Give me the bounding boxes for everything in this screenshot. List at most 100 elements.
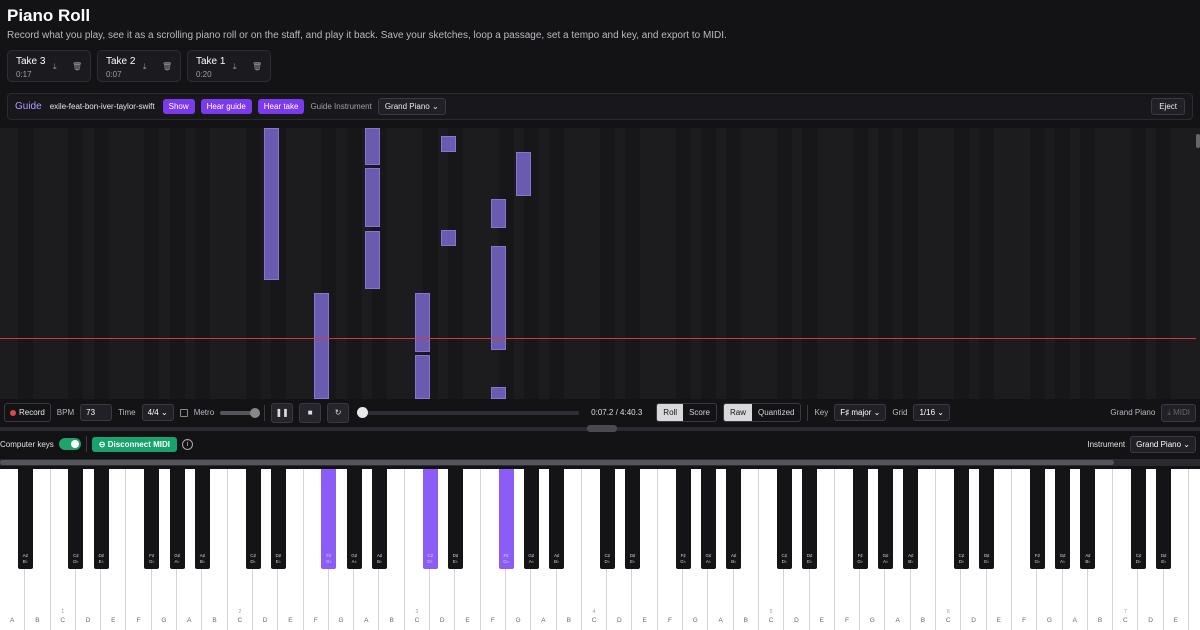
black-key[interactable]: A♯ B♭ [17, 469, 33, 569]
black-key[interactable]: F♯ G♭ [1029, 469, 1045, 569]
bpm-input[interactable]: 73 [80, 404, 113, 421]
trash-icon[interactable]: 🗑 [72, 62, 83, 71]
disconnect-midi-button[interactable]: ⊖ Disconnect MIDI [91, 436, 177, 452]
loop-button[interactable]: ↻ [327, 402, 350, 423]
take-card[interactable]: Take 1 0:20 ⤓ 🗑 [187, 50, 271, 82]
guide-song-name: exile-feat-bon-iver-taylor-swift [49, 102, 155, 111]
black-key[interactable]: D♯ E♭ [1156, 469, 1172, 569]
download-icon[interactable]: ⤓ [143, 62, 147, 71]
download-icon[interactable]: ⤓ [233, 62, 237, 71]
seek-bar[interactable] [357, 406, 580, 418]
note-block[interactable] [365, 231, 380, 289]
black-key[interactable]: G♯ A♭ [169, 469, 185, 569]
guide-instrument-select[interactable]: Grand Piano ⌄ [377, 98, 446, 115]
hear-guide-button[interactable]: Hear guide [200, 99, 252, 114]
black-key[interactable]: D♯ E♭ [625, 469, 640, 569]
computer-keys-toggle[interactable] [58, 438, 81, 450]
black-key[interactable]: F♯ G♭ [321, 469, 337, 569]
note-block[interactable] [516, 152, 531, 196]
black-key[interactable]: F♯ G♭ [498, 469, 514, 569]
black-key[interactable]: D♯ E♭ [979, 469, 995, 569]
note-block[interactable] [491, 387, 506, 399]
time-signature-select[interactable]: 4/4 ⌄ [141, 404, 174, 421]
chevron-down-icon: ⌄ [1183, 439, 1190, 449]
hear-take-button[interactable]: Hear take [257, 99, 305, 114]
instrument-select[interactable]: Grand Piano ⌄ [1130, 435, 1196, 453]
octave-number: 1 [61, 609, 65, 615]
white-key-label: D [439, 617, 445, 624]
black-key[interactable]: G♯ A♭ [346, 469, 362, 569]
black-key[interactable]: A♯ B♭ [726, 469, 742, 569]
black-key-label: F♯ G♭ [1034, 553, 1041, 564]
quantized-button[interactable]: Quantized [758, 408, 795, 417]
black-key[interactable]: D♯ E♭ [802, 469, 818, 569]
black-key[interactable]: A♯ B♭ [1080, 469, 1096, 569]
roll-scrollbar[interactable] [1196, 134, 1200, 148]
black-key[interactable]: C♯ D♭ [68, 469, 84, 569]
note-block[interactable] [365, 128, 380, 165]
take-card[interactable]: Take 3 0:17 ⤓ 🗑 [7, 50, 91, 82]
black-key[interactable]: A♯ B♭ [194, 469, 210, 569]
piano-roll-canvas[interactable] [0, 128, 1200, 399]
note-block[interactable] [491, 199, 506, 228]
trash-icon[interactable]: 🗑 [162, 62, 173, 71]
black-key[interactable]: G♯ A♭ [700, 469, 716, 569]
eject-button[interactable]: Eject [1151, 98, 1185, 115]
loop-icon: ↻ [334, 408, 342, 417]
export-midi-button[interactable]: ⤓ MIDI [1161, 403, 1196, 422]
white-key-label: F [136, 617, 141, 624]
white-key-label: D [1148, 617, 1153, 624]
black-key[interactable]: A♯ B♭ [903, 469, 919, 569]
take-card[interactable]: Take 2 0:07 ⤓ 🗑 [97, 50, 181, 82]
keyboard-scrollbar[interactable] [0, 459, 1200, 466]
show-guide-button[interactable]: Show [162, 99, 195, 114]
take-duration: 0:07 [106, 70, 122, 79]
black-key[interactable]: C♯ D♭ [422, 469, 438, 569]
black-key[interactable]: G♯ A♭ [1055, 469, 1071, 569]
black-key[interactable]: D♯ E♭ [270, 469, 286, 569]
black-key[interactable]: C♯ D♭ [953, 469, 969, 569]
black-key[interactable]: A♯ B♭ [372, 469, 387, 569]
black-key[interactable]: D♯ E♭ [447, 469, 463, 569]
trash-icon[interactable]: 🗑 [252, 62, 263, 71]
download-icon[interactable]: ⤓ [53, 62, 57, 71]
black-key[interactable]: G♯ A♭ [523, 469, 539, 569]
black-key[interactable]: C♯ D♭ [599, 469, 615, 569]
note-block[interactable] [314, 293, 329, 399]
slider-knob[interactable] [250, 407, 261, 418]
seek-knob[interactable] [357, 406, 369, 418]
black-key[interactable]: D♯ E♭ [93, 469, 109, 569]
black-key-label: A♯ B♭ [908, 553, 914, 564]
black-key[interactable]: C♯ D♭ [776, 469, 792, 569]
note-block[interactable] [415, 293, 430, 352]
record-button[interactable]: Record [4, 403, 51, 422]
raw-button[interactable]: Raw [723, 404, 752, 421]
black-key[interactable]: C♯ D♭ [1131, 469, 1146, 569]
disconnect-midi-label: Disconnect MIDI [107, 439, 170, 449]
chevron-down-icon: ⌄ [937, 408, 944, 417]
key-select[interactable]: F♯ major ⌄ [834, 404, 887, 421]
black-key[interactable]: F♯ G♭ [144, 469, 160, 569]
roll-lane [245, 128, 261, 399]
black-key[interactable]: G♯ A♭ [878, 469, 893, 569]
pause-button[interactable]: ❚❚ [271, 402, 294, 423]
metronome-checkbox[interactable] [179, 408, 188, 417]
black-key[interactable]: F♯ G♭ [675, 469, 691, 569]
roll-view-button[interactable]: Roll [657, 404, 684, 421]
note-block[interactable] [441, 136, 456, 152]
grid-select[interactable]: 1/16 ⌄ [913, 404, 950, 421]
black-key[interactable]: C♯ D♭ [245, 469, 261, 569]
note-block[interactable] [264, 128, 279, 280]
black-key[interactable]: A♯ B♭ [549, 469, 565, 569]
note-block[interactable] [491, 246, 506, 350]
black-key[interactable]: F♯ G♭ [852, 469, 868, 569]
note-block[interactable] [415, 355, 430, 399]
info-icon[interactable]: i [181, 438, 193, 450]
score-view-button[interactable]: Score [689, 408, 710, 417]
stop-button[interactable]: ■ [299, 402, 322, 423]
metronome-volume-slider[interactable] [220, 407, 261, 418]
resize-handle[interactable] [587, 425, 617, 432]
note-block[interactable] [365, 168, 380, 227]
note-block[interactable] [441, 230, 456, 246]
scrollbar-thumb[interactable] [0, 460, 1114, 465]
